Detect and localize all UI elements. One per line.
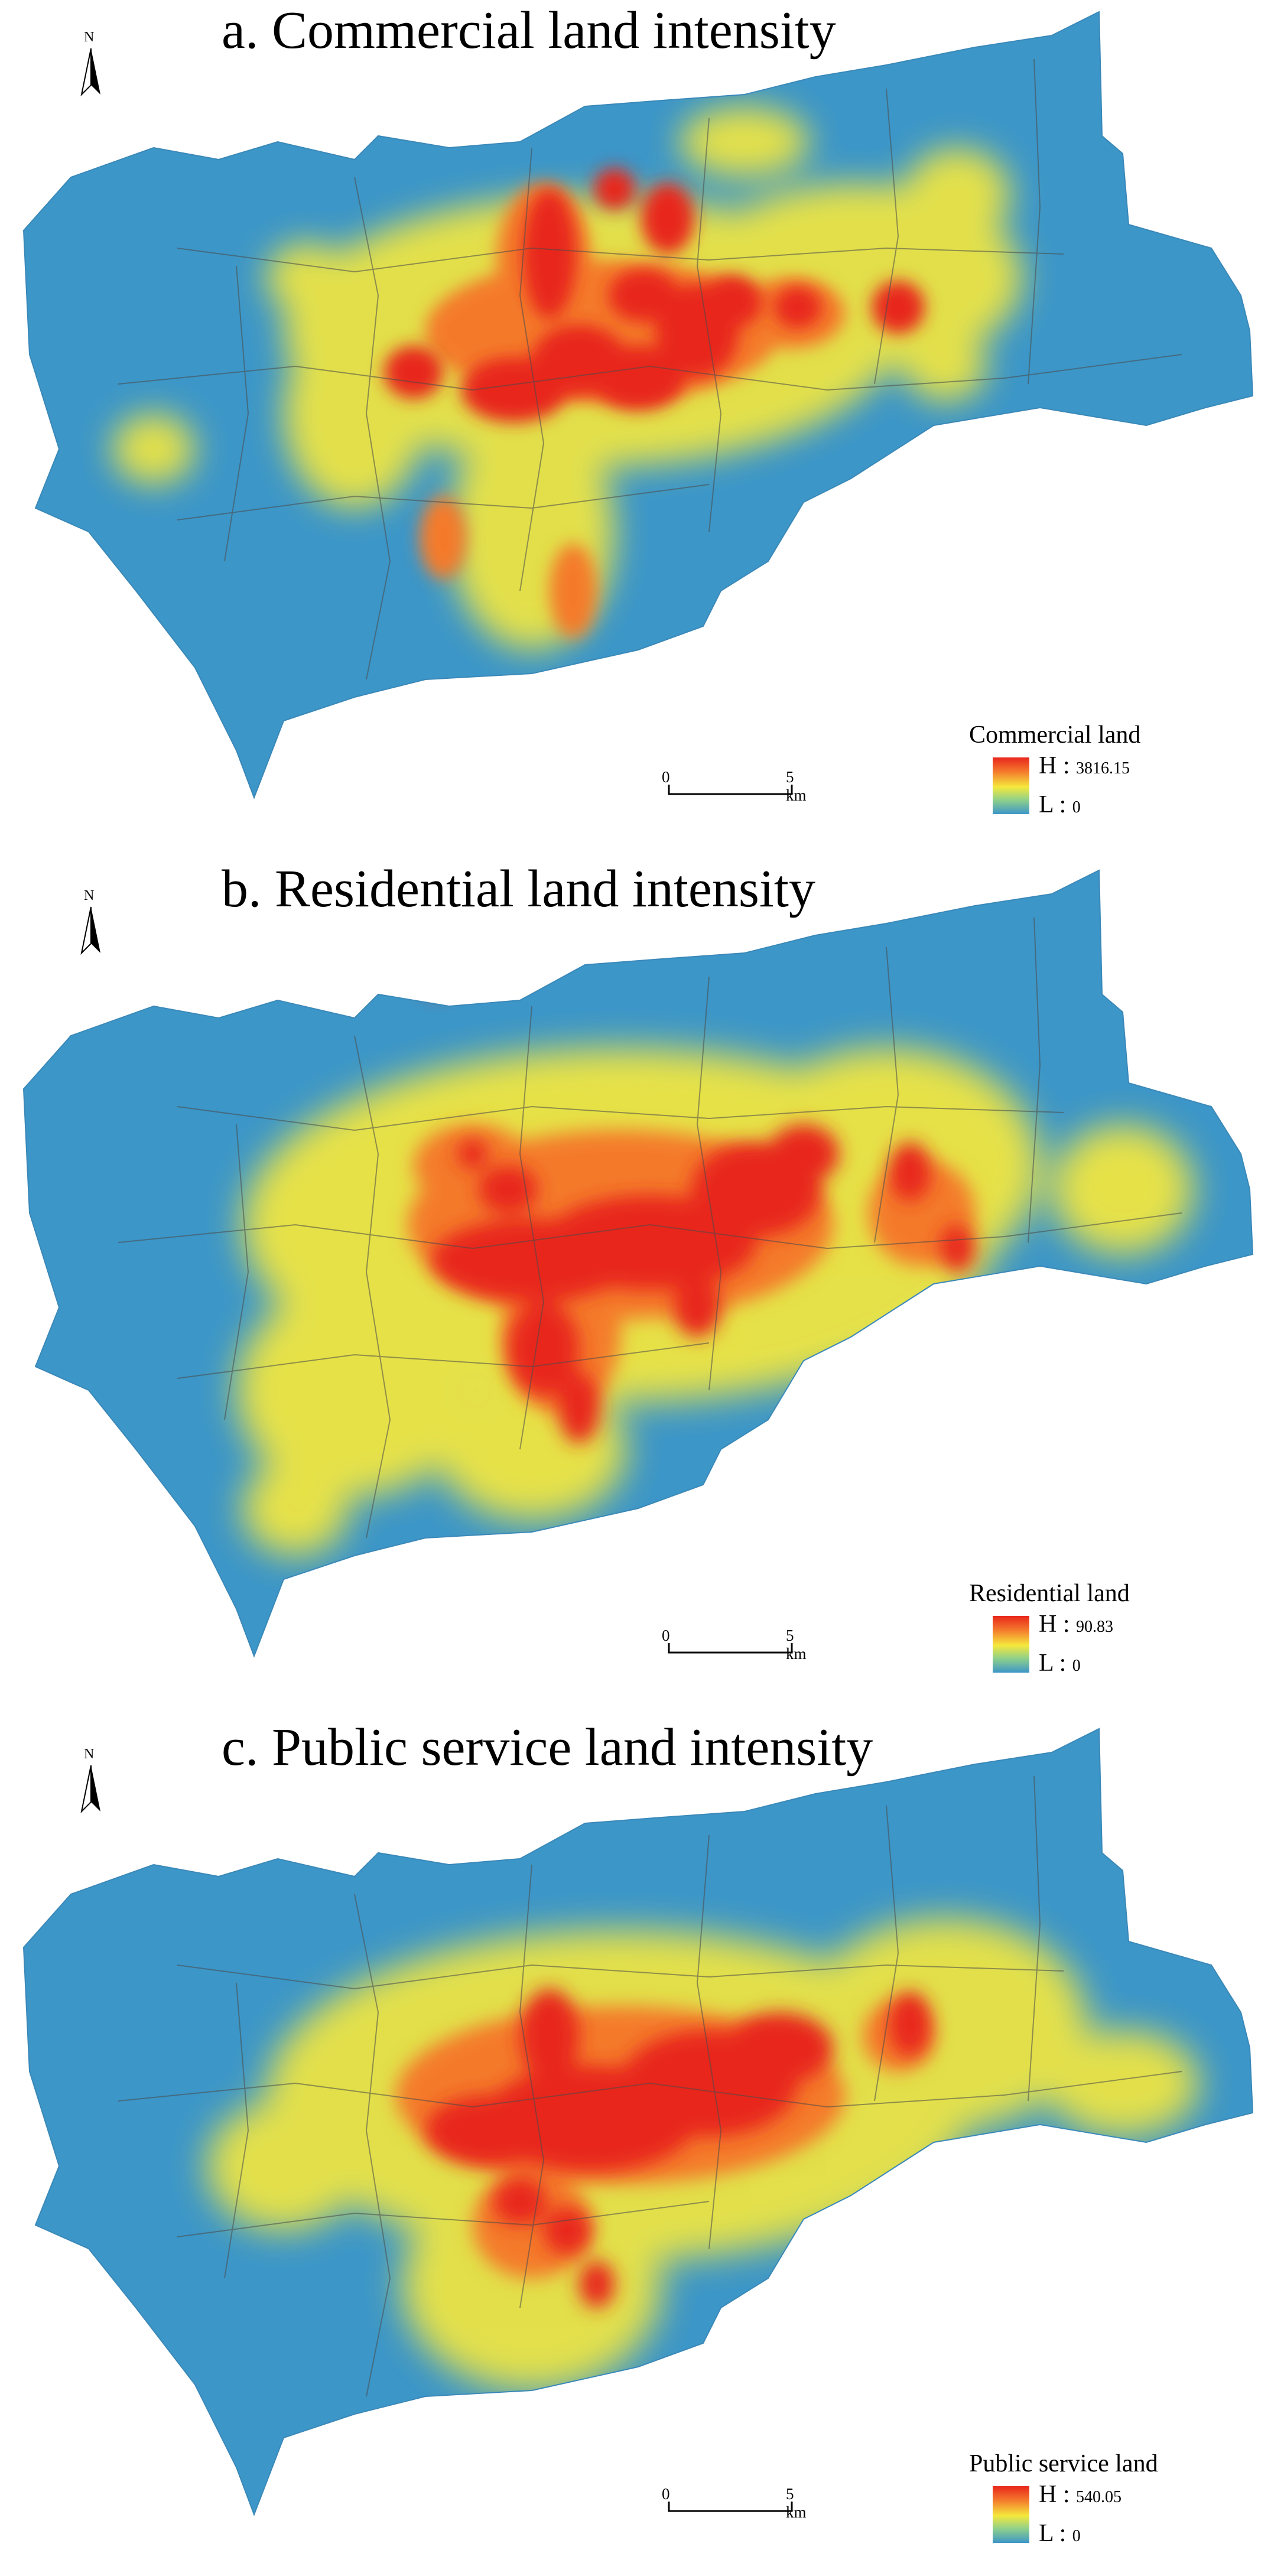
study-area-outline: [22, 11, 1254, 799]
legend-color-ramp: [993, 1616, 1029, 1673]
district-boundaries: [118, 1775, 1182, 2397]
legend-high-label: H: [1039, 752, 1057, 779]
panel-public-service: c. Public service land intensity N 0 5 k…: [0, 1717, 1271, 2575]
legend-high-value: 90.83: [1076, 1618, 1114, 1636]
legend-color-ramp: [993, 2486, 1029, 2543]
panel-title: c. Public service land intensity: [222, 1718, 873, 1777]
scale-end: 5 km: [786, 768, 807, 804]
legend-high-label: H: [1039, 1611, 1057, 1638]
panel-commercial: a. Commercial land intensity N 0 5 km Co…: [0, 0, 1271, 858]
north-arrow-icon: [80, 906, 100, 955]
legend-title: Residential land: [969, 1580, 1130, 1607]
north-label: N: [84, 1746, 95, 1762]
north-arrow-icon: [80, 48, 100, 97]
scale-bar-line: [668, 2502, 793, 2512]
legend-title: Public service land: [969, 2450, 1158, 2477]
scale-start: 0: [662, 768, 670, 786]
scale-start: 0: [662, 2485, 670, 2503]
legend-low-label: L: [1039, 2520, 1054, 2547]
legend-high: H : 90.83: [1039, 1611, 1114, 1638]
heatmap-residential: [22, 869, 1254, 1658]
scale-end: 5 km: [786, 2485, 807, 2521]
legend-high-value: 3816.15: [1076, 759, 1130, 778]
legend-high-label: H: [1039, 2481, 1057, 2508]
legend-low: L : 0: [1039, 1650, 1081, 1677]
panel-title: a. Commercial land intensity: [222, 1, 836, 60]
red-zones: [421, 960, 975, 1443]
legend: Public service land H : 540.05 L : 0: [969, 2450, 1241, 2556]
district-boundaries: [118, 58, 1182, 680]
heatmap-commercial: [22, 11, 1254, 799]
district-boundaries: [118, 917, 1182, 1539]
legend-low-label: L: [1039, 1650, 1054, 1677]
north-arrow: N: [78, 30, 104, 97]
legend: Residential land H : 90.83 L : 0: [969, 1579, 1241, 1686]
north-arrow: N: [78, 888, 104, 955]
legend-title: Commercial land: [969, 721, 1141, 749]
legend-low: L : 0: [1039, 2520, 1081, 2547]
scale-bar: 0 5 km: [662, 2485, 807, 2526]
north-label: N: [84, 888, 95, 903]
panel-title: b. Residential land intensity: [222, 860, 815, 918]
scale-bar: 0 5 km: [662, 768, 807, 809]
legend-low-value: 0: [1072, 798, 1081, 817]
north-arrow-icon: [80, 1765, 100, 1814]
red-zones: [384, 168, 925, 422]
legend-high: H : 3816.15: [1039, 752, 1130, 779]
scale-bar: 0 5 km: [662, 1627, 807, 1668]
legend: Commercial land H : 3816.15 L : 0: [969, 721, 1241, 827]
legend-color-ramp: [993, 757, 1029, 814]
study-area-outline: [22, 1728, 1254, 2516]
legend-low-label: L: [1039, 791, 1054, 818]
red-zones: [425, 1989, 931, 2308]
study-area-outline: [22, 869, 1254, 1658]
north-label: N: [84, 30, 95, 45]
legend-high-value: 540.05: [1076, 2488, 1122, 2506]
scale-end: 5 km: [786, 1627, 807, 1663]
legend-low-value: 0: [1072, 2527, 1081, 2545]
legend-low-value: 0: [1072, 1657, 1081, 1675]
heatmap-public-service: [22, 1728, 1254, 2516]
legend-low: L : 0: [1039, 791, 1081, 818]
scale-bar-line: [668, 785, 793, 795]
scale-bar-line: [668, 1643, 793, 1654]
legend-high: H : 540.05: [1039, 2481, 1122, 2508]
scale-start: 0: [662, 1627, 670, 1644]
panel-residential: b. Residential land intensity N 0 5 km R…: [0, 858, 1271, 1717]
north-arrow: N: [78, 1746, 104, 1814]
